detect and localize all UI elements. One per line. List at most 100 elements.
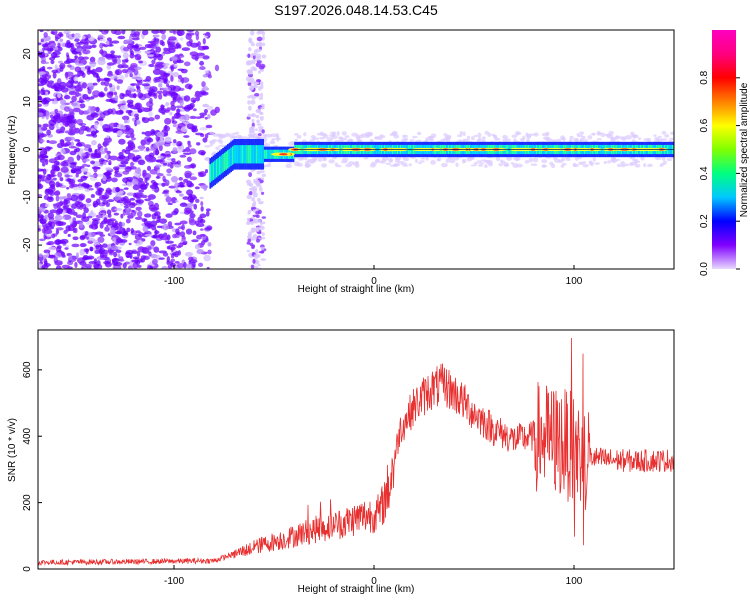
spectrogram-cell <box>127 144 136 151</box>
spectrogram-cell <box>45 188 51 193</box>
spectrogram-cell <box>108 159 112 166</box>
spectrogram-cell <box>85 134 95 137</box>
snr-frame <box>37 329 675 570</box>
spectrogram-cell <box>64 41 73 49</box>
spectrogram-cell <box>55 122 59 128</box>
spectrogram-cell <box>52 203 61 207</box>
spectrogram-cell <box>186 156 192 163</box>
spectrogram-cell <box>163 143 171 147</box>
spectrogram-cell <box>233 145 236 164</box>
spectrogram-cell <box>97 166 101 170</box>
spectrogram-cell <box>189 176 198 181</box>
spectrogram-cell <box>115 110 119 115</box>
spectrogram-cell <box>150 207 160 211</box>
spectrogram-cell <box>59 116 68 123</box>
spectrogram-cell <box>127 152 132 158</box>
spectrogram-cell <box>484 164 488 169</box>
spectrogram-cell <box>202 55 210 60</box>
spectrogram-cell <box>60 148 65 154</box>
spectrogram-cell <box>156 90 163 94</box>
spectrogram-cell <box>170 175 179 183</box>
spectrogram-cell <box>338 139 344 143</box>
spectrogram-cell <box>150 129 156 136</box>
spectrogram-cell <box>205 210 210 217</box>
spectrogram-cell <box>533 132 539 137</box>
spectrogram-cell <box>45 91 49 96</box>
spectrogram-cell <box>122 230 129 236</box>
spectrogram-cell <box>306 159 312 162</box>
spectrogram-cell <box>191 54 200 60</box>
spectrogram-cell <box>249 30 255 36</box>
spectrogram-cell <box>255 238 260 243</box>
spectrogram-cell <box>155 46 162 53</box>
spectrogram-cell <box>51 69 59 74</box>
spectrogram-cell <box>95 106 100 113</box>
spectrogram-cell <box>132 262 139 269</box>
spectrogram-cell <box>138 189 145 193</box>
spectrogram-cell <box>247 231 253 237</box>
spectrogram-cell <box>108 218 117 222</box>
spectrogram-cell <box>135 199 141 203</box>
spectrogram-cell <box>200 240 206 246</box>
spectrogram-cell <box>38 103 43 108</box>
spectrogram-cell <box>72 107 81 113</box>
spectrogram-cell <box>130 161 134 168</box>
spectrogram-cell <box>98 194 108 201</box>
spectrogram-cell <box>227 133 232 138</box>
spectrogram-cell <box>90 160 95 165</box>
spectrogram-cell <box>38 50 41 56</box>
spectrogram-cell <box>149 184 159 190</box>
spectrogram-cell <box>138 60 143 64</box>
spectrogram-cell <box>485 159 493 165</box>
spectrogram-cell <box>145 75 152 82</box>
spectrogram-cell <box>592 132 596 136</box>
spectrogram-cell <box>234 131 240 135</box>
spectrogram-cell <box>136 172 141 179</box>
spectrogram-cell <box>188 256 194 262</box>
spectrogram-cell <box>129 73 133 78</box>
spectrogram-cell <box>38 193 43 198</box>
spectrogram-cell <box>40 88 45 96</box>
spectrogram-cell <box>51 233 56 239</box>
spectrogram-cell <box>202 37 206 45</box>
spectrogram-cell <box>176 108 181 115</box>
spectrogram-cell <box>74 165 82 172</box>
spectrogram-cell <box>222 154 224 173</box>
spectrogram-cell <box>615 135 620 139</box>
spectrogram-cell <box>276 136 280 142</box>
spectrogram-cell <box>113 212 120 216</box>
spectrogram-cell <box>84 263 93 268</box>
spectrogram-cell <box>105 154 109 160</box>
spectrogram-cell <box>54 214 63 222</box>
spectrogram-cell <box>175 130 184 134</box>
spectrogram-cell <box>76 41 86 45</box>
spectrogram-cell <box>64 130 71 134</box>
spectrogram-cell <box>124 165 132 172</box>
spectrogram-cell <box>89 70 95 74</box>
spectrogram-cell <box>72 220 78 228</box>
spectrogram-cell <box>258 186 263 192</box>
spectrogram-cell <box>54 252 62 258</box>
spectrogram-cell <box>163 232 168 237</box>
spectrogram-cell <box>107 44 114 47</box>
spectrogram-cell <box>573 163 579 168</box>
spectrogram-cell <box>237 135 243 141</box>
spectrogram-cell <box>218 140 224 144</box>
spectrogram-cell <box>173 139 177 144</box>
spectrogram-cell <box>144 51 151 55</box>
spectrogram-cell <box>111 40 120 44</box>
spectrogram-cell <box>39 153 47 158</box>
spectrogram-cell <box>201 45 210 50</box>
spectrogram-cell <box>203 184 208 191</box>
spectrogram-cell <box>560 164 565 168</box>
y-tick-label: 0 <box>22 566 33 572</box>
spectrogram-cell <box>106 77 111 82</box>
spectrogram-cell <box>259 145 261 164</box>
spectrogram-cell <box>167 264 173 269</box>
spectrogram-cell <box>195 116 202 120</box>
spectrogram-cell <box>104 86 108 92</box>
spectrogram-cell <box>164 87 171 92</box>
spectrogram-cell <box>64 123 69 128</box>
spectrogram-cell <box>179 193 184 197</box>
spectrogram-y-ticks: -20 -10 0 10 20 <box>22 48 42 252</box>
